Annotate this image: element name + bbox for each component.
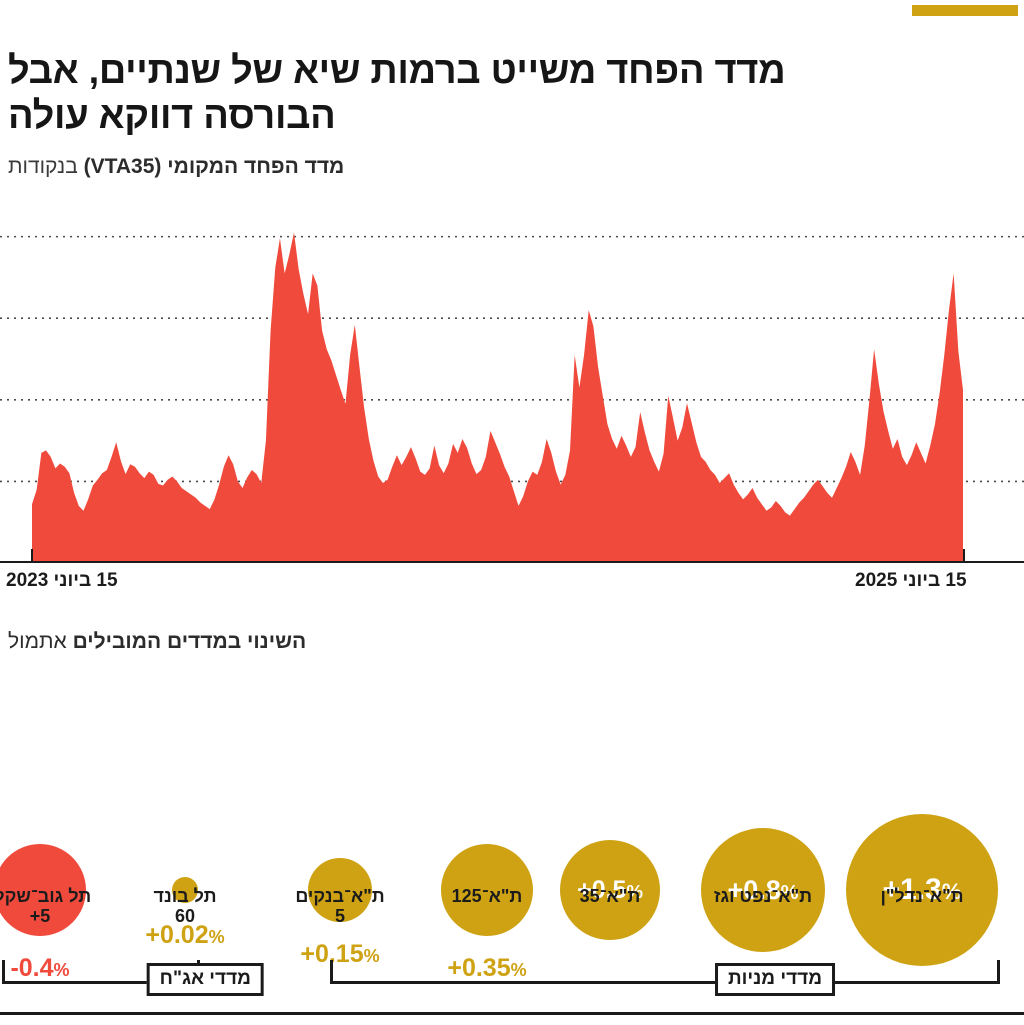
bracket-end-right bbox=[997, 960, 1000, 984]
bubble-label-line-1: תל בונד bbox=[153, 886, 217, 906]
bubble-label: ת"א־נדל"ן bbox=[880, 886, 963, 906]
group-brackets: מדדי אג"ח מדדי מניות bbox=[0, 952, 1024, 998]
x-axis-label-start: 15 ביוני 2023 bbox=[6, 570, 118, 591]
bracket-end-left bbox=[330, 960, 333, 984]
chart-gridlines bbox=[0, 235, 1024, 483]
bracket-label: מדדי מניות bbox=[715, 963, 836, 996]
bubble-label-line-2: 60 bbox=[174, 906, 196, 927]
bubble-value-inside: +1.3% bbox=[883, 873, 962, 907]
x-axis-tick-start bbox=[31, 549, 33, 563]
bubble-label-line-1: ת"א־נפט וגז bbox=[713, 886, 813, 906]
bubble-value-percent-sign: % bbox=[626, 880, 643, 902]
bubble-label-line-1: תל גוב־שקלי bbox=[0, 886, 92, 906]
bubble-circle[interactable] bbox=[172, 877, 198, 903]
x-axis-line bbox=[0, 561, 1024, 563]
bubble-value-percent-sign: % bbox=[53, 960, 70, 980]
bubble-label: ת"א־35 bbox=[580, 886, 641, 906]
bubble-value-number: +0.02 bbox=[145, 921, 209, 949]
bubble-label-line-1: ת"א־35 bbox=[579, 886, 641, 906]
bubble-value-percent-sign: % bbox=[363, 946, 380, 966]
bubble-value-percent-sign: % bbox=[510, 960, 527, 980]
x-axis-label-end: 15 ביוני 2025 bbox=[855, 570, 967, 591]
chart-subtitle-main: מדד הפחד המקומי (VTA35) bbox=[83, 155, 345, 178]
bubbles-title-main: השינוי במדדים המובילים bbox=[72, 630, 307, 653]
bubble-value-number: +1.3 bbox=[882, 873, 942, 906]
bubble-circle[interactable] bbox=[441, 844, 533, 936]
bubble-value-outside: +0.35% bbox=[447, 954, 526, 983]
bubble-label: ת"א־נפט וגז bbox=[714, 886, 812, 906]
chart-subtitle-unit: בנקודות bbox=[8, 155, 78, 178]
bracket-rail bbox=[330, 981, 1000, 984]
fear-index-area-chart bbox=[0, 198, 1024, 563]
area-chart-svg bbox=[0, 232, 1024, 563]
bubble-value-percent-sign: % bbox=[780, 881, 799, 904]
headline-line-2: הבורסה דווקא עולה bbox=[8, 95, 336, 138]
bracket-group: מדדי מניות bbox=[330, 952, 1000, 996]
area-series-path bbox=[32, 232, 963, 563]
footer-rule bbox=[0, 1012, 1024, 1015]
bubble-value-number: +0.35 bbox=[447, 954, 511, 982]
bubble-value-outside: +0.02% bbox=[145, 921, 224, 950]
bubble-value-number: +0.8 bbox=[727, 874, 781, 905]
bubble-value-inside: +0.8% bbox=[727, 875, 798, 906]
bubble-label-line-2: 5+ bbox=[29, 906, 51, 927]
chart-subtitle: מדד הפחד המקומי (VTA35) בנקודות bbox=[8, 155, 1016, 179]
bubble-circle[interactable]: +0.8% bbox=[701, 828, 825, 952]
page-title: מדד הפחד משייט ברמות שיא של שנתיים, אבל … bbox=[8, 49, 1016, 139]
bracket-end-left bbox=[2, 960, 5, 984]
bubble-value-number: +0.5 bbox=[577, 875, 627, 904]
bubble-label: תל גוב־שקלי5+ bbox=[0, 886, 91, 926]
bubble-label-line-1: ת"א־נדל"ן bbox=[880, 886, 964, 906]
bubble-label-line-2: 5 bbox=[334, 906, 346, 927]
index-change-bubble-chart: -0.4%תל גוב־שקלי5++0.02%תל בונד60+0.15%ת… bbox=[0, 690, 1024, 982]
bracket-label: מדדי אג"ח bbox=[146, 963, 264, 996]
bubbles-section-title: השינוי במדדים המובילים אתמול bbox=[8, 630, 1016, 654]
bubble-label: ת"א־125 bbox=[452, 886, 523, 906]
bubble-label-line-1: ת"א־בנקים bbox=[295, 886, 385, 906]
bubble-circle[interactable]: +1.3% bbox=[846, 814, 998, 966]
bubble-value-percent-sign: % bbox=[208, 927, 225, 947]
bubble-value-outside: -0.4% bbox=[10, 954, 69, 983]
bracket-rail bbox=[2, 981, 200, 984]
bubble-label: ת"א־בנקים 5 bbox=[295, 886, 384, 926]
bubble-label-line-1: ת"א־125 bbox=[451, 886, 523, 906]
bubble-value-number: -0.4 bbox=[10, 954, 54, 982]
bubble-circle[interactable] bbox=[308, 858, 372, 922]
bubble-value-inside: +0.5% bbox=[577, 876, 643, 905]
bubble-circle[interactable]: +0.5% bbox=[560, 840, 660, 940]
bubble-value-percent-sign: % bbox=[941, 879, 962, 904]
brand-accent-bar bbox=[912, 5, 1018, 16]
bracket-group: מדדי אג"ח bbox=[2, 952, 264, 996]
x-axis-tick-end bbox=[963, 549, 965, 563]
bubbles-title-soft: אתמול bbox=[8, 630, 67, 653]
bubble-label: תל בונד 60 bbox=[153, 886, 216, 926]
headline-line-1: מדד הפחד משייט ברמות שיא של שנתיים, אבל bbox=[8, 50, 786, 93]
bubble-circle[interactable] bbox=[0, 844, 86, 936]
chart-x-axis: 15 ביוני 2023 15 ביוני 2025 bbox=[0, 549, 1024, 602]
